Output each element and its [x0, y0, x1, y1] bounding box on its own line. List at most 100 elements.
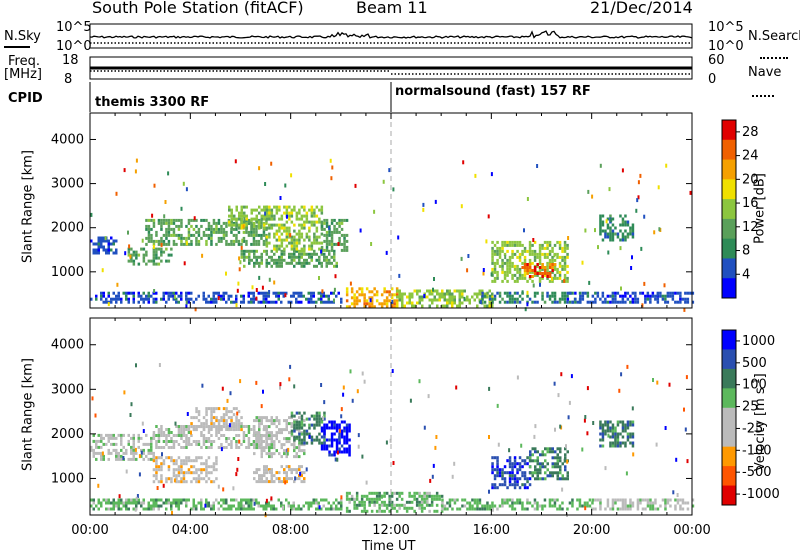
noise-speckle [520, 443, 523, 448]
data-cell [446, 501, 449, 505]
data-cell [621, 507, 625, 511]
data-cell [295, 291, 298, 295]
data-cell [330, 218, 334, 222]
data-cell [333, 264, 336, 268]
data-cell [446, 507, 449, 511]
data-cell [185, 297, 188, 301]
data-cell [165, 498, 168, 502]
data-cell [571, 501, 574, 505]
data-cell [122, 451, 125, 455]
data-cell [285, 452, 288, 456]
data-cell [491, 255, 494, 259]
noise-speckle [338, 436, 341, 440]
data-cell [373, 497, 376, 501]
data-cell [561, 501, 564, 505]
data-cell [225, 224, 228, 228]
data-cell [373, 293, 376, 297]
x-tick-label: 20:00 [573, 523, 610, 538]
data-cell [247, 425, 251, 428]
data-cell [619, 229, 622, 233]
data-cell [263, 468, 266, 472]
data-cell [528, 252, 532, 256]
data-cell [501, 477, 504, 481]
data-cell [280, 232, 284, 236]
data-cell [581, 504, 584, 508]
data-cell [333, 255, 336, 259]
data-cell [237, 446, 241, 449]
data-cell [130, 247, 133, 251]
data-cell [388, 509, 391, 513]
noise-speckle [392, 187, 395, 192]
noise-speckle [561, 487, 564, 492]
noise-speckle [201, 383, 204, 388]
data-cell [145, 507, 148, 511]
data-cell [440, 509, 444, 513]
noise-speckle [288, 377, 291, 382]
data-cell [511, 243, 514, 247]
noise-speckle [560, 372, 563, 377]
data-cell [185, 440, 188, 443]
data-cell [300, 480, 303, 484]
data-cell [538, 276, 542, 280]
data-cell [125, 451, 128, 455]
y-tick-label: 3000 [51, 382, 84, 397]
data-cell [453, 289, 456, 293]
data-cell [260, 446, 263, 450]
colorbar-tick-label: -500 [742, 465, 772, 480]
data-cell [182, 480, 186, 484]
data-cell [566, 243, 569, 247]
data-cell [217, 507, 220, 511]
data-cell [102, 291, 105, 295]
data-cell [541, 450, 544, 454]
data-cell [248, 255, 251, 259]
colorbar-tick-label: -25 [742, 421, 763, 436]
data-cell [167, 221, 171, 225]
data-cell [629, 420, 632, 424]
data-cell [268, 468, 271, 472]
data-cell [355, 296, 359, 300]
data-cell [518, 501, 522, 505]
data-cell [310, 501, 313, 505]
data-cell [413, 497, 416, 501]
data-cell [636, 498, 640, 502]
data-cell [190, 224, 193, 228]
data-cell [526, 269, 529, 272]
data-cell [268, 223, 271, 227]
data-cell [411, 304, 414, 308]
data-cell [262, 242, 266, 246]
data-cell [516, 264, 519, 268]
data-cell [513, 477, 517, 481]
data-cell [212, 297, 215, 301]
data-cell [523, 459, 527, 463]
data-cell [187, 440, 191, 443]
data-cell [315, 264, 318, 268]
data-cell [533, 258, 537, 262]
data-cell [496, 252, 499, 256]
data-cell [197, 294, 200, 298]
freq-tick-high: 18 [62, 53, 79, 68]
data-cell [285, 220, 289, 224]
data-cell [117, 504, 120, 508]
data-cell [215, 407, 218, 411]
data-cell [566, 276, 569, 280]
data-cell [172, 294, 175, 298]
data-cell [368, 302, 371, 306]
noise-speckle [268, 290, 271, 294]
cpid-segment-1: themis 3300 RF [95, 95, 210, 110]
data-cell [538, 504, 542, 508]
data-cell [197, 440, 201, 443]
data-cell [320, 264, 323, 268]
data-cell [115, 501, 118, 505]
data-cell [558, 255, 562, 259]
data-cell [533, 255, 537, 259]
data-cell [466, 295, 469, 299]
data-cell [130, 501, 133, 505]
data-cell [308, 244, 311, 248]
data-cell [493, 486, 497, 490]
data-cell [363, 503, 366, 507]
data-cell [553, 273, 557, 277]
data-cell [563, 267, 567, 271]
data-cell [506, 459, 509, 463]
data-cell [273, 474, 276, 478]
data-cell [110, 236, 113, 240]
